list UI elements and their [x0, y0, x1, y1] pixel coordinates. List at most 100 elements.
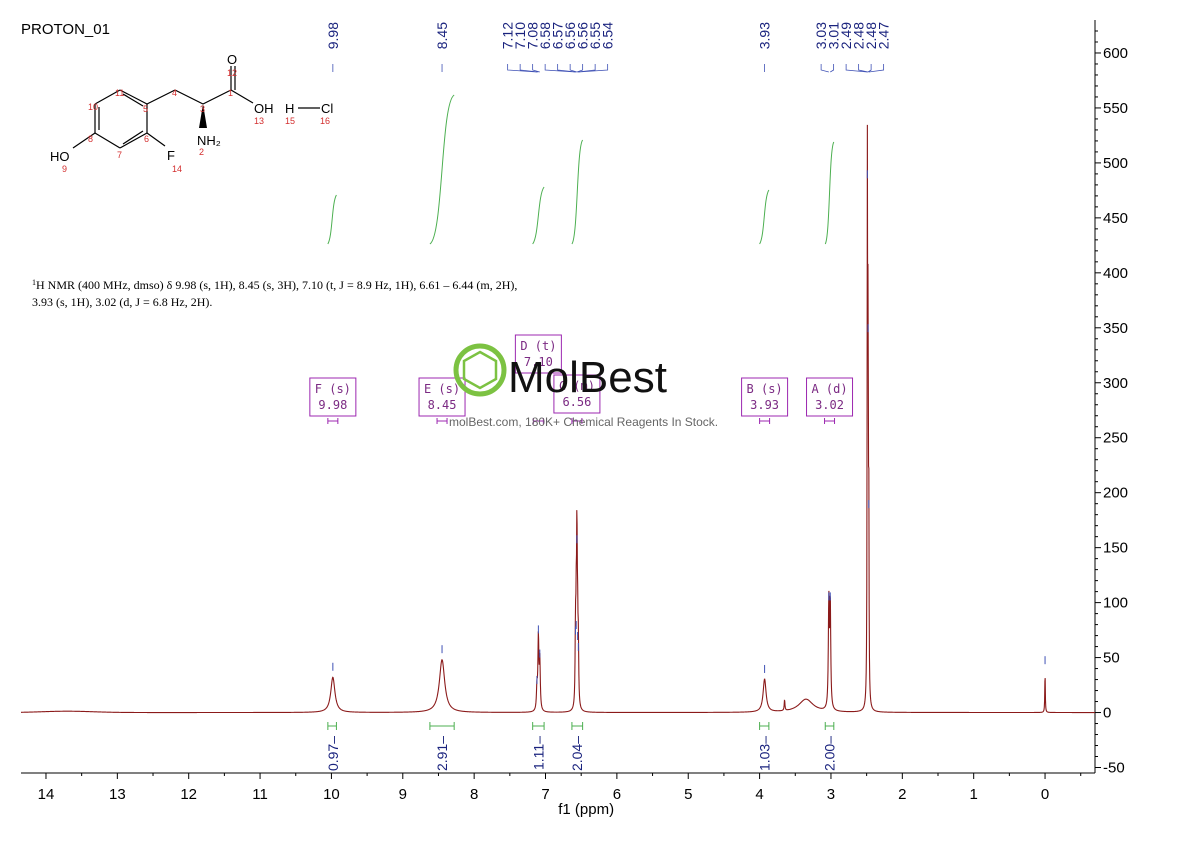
integral-value: 1.03–: [757, 736, 773, 771]
atom-num-15: 15: [285, 116, 295, 126]
atom-num-8: 8: [88, 134, 93, 144]
y-tick-label: 350: [1103, 320, 1128, 337]
multiplet-label: E (s): [424, 382, 460, 396]
y-tick-label: 250: [1103, 430, 1128, 447]
y-tick-label: 550: [1103, 100, 1128, 117]
atom-nh2: NH₂: [197, 133, 221, 148]
atom-num-9: 9: [62, 164, 67, 174]
multiplet-box: [418, 377, 466, 417]
multiplet-box: [806, 377, 854, 417]
multiplet-label: D (t): [520, 339, 556, 353]
peak-label: 2.48: [851, 22, 867, 49]
integral-value: 2.91–: [434, 736, 450, 771]
peak-label: 3.93: [757, 22, 773, 49]
integral-curve: [824, 141, 835, 245]
peak-label-leader: [576, 64, 584, 73]
peak-label-leader: [845, 64, 868, 73]
atom-num-6: 6: [144, 134, 149, 144]
peak-label: 6.56: [562, 22, 578, 49]
multiplet-boxes: F (s) 9.98 E (s) 8.45 D (t) 7.10 C (m) 6.56 B (s…: [309, 334, 854, 424]
peak-label-leader: [569, 64, 578, 73]
multiplet-label: A (d): [811, 382, 847, 396]
stereo-wedge-bond: [199, 104, 207, 128]
atom-ho: HO: [50, 149, 70, 164]
x-tick-label: 11: [252, 786, 268, 803]
atom-num-3: 3: [200, 104, 205, 114]
integral-value: 1.11–: [530, 736, 546, 770]
peak-label-leader: [868, 64, 885, 73]
peak-label: 6.58: [537, 22, 553, 49]
peak-label-leader: [867, 64, 872, 73]
x-tick-label: 4: [755, 786, 763, 803]
multiplet-box: [514, 334, 562, 374]
x-tick-label: 14: [38, 786, 55, 803]
x-tick-label: 8: [470, 786, 478, 803]
integral-curve: [571, 139, 584, 245]
peak-label: 6.54: [600, 22, 616, 49]
peak-label-leader: [578, 64, 609, 73]
multiplet-shift: 6.56: [562, 395, 591, 409]
nmr-description-line-1: 1H NMR (400 MHz, dmso) δ 9.98 (s, 1H), 8…: [32, 278, 517, 292]
integral-value: 2.00–: [822, 736, 838, 771]
y-tick-label: 50: [1103, 650, 1120, 667]
molbest-watermark: MolBest molBest.com, 180K+ Chemical Reag…: [449, 343, 718, 429]
y-tick-label: 400: [1103, 265, 1128, 282]
atom-num-16: 16: [320, 116, 330, 126]
multiplet-box: [309, 377, 357, 417]
integral-curves: [327, 94, 835, 245]
molecular-structure: [72, 66, 320, 149]
atom-num-11: 11: [115, 88, 124, 98]
peak-label-leader: [557, 64, 577, 73]
watermark-brand: MolBest: [508, 353, 667, 402]
atom-oh: OH: [254, 101, 274, 116]
axes: 14 13 12 11 10 9 8 7 6 5 4 3 2 1 0f1 (ppm)600550500450…: [21, 20, 1128, 818]
peak-label: 9.98: [325, 22, 341, 49]
y-tick-label: -50: [1103, 760, 1125, 777]
integral-curve: [532, 186, 545, 245]
peak-label-leader: [830, 64, 835, 73]
multiplet-shift: 3.02: [815, 398, 844, 412]
peak-label-leader: [858, 64, 869, 73]
x-tick-label: 12: [180, 786, 197, 803]
y-tick-label: 150: [1103, 540, 1128, 557]
x-tick-label: 10: [323, 786, 340, 803]
integral-curve: [759, 189, 770, 245]
peak-label: 2.48: [863, 22, 879, 49]
atom-num-1: 1: [228, 88, 233, 98]
peak-label-leader: [532, 64, 540, 73]
multiplet-shift: 3.93: [750, 398, 779, 412]
y-tick-label: 300: [1103, 375, 1128, 392]
peak-label: 2.47: [876, 22, 892, 49]
spectrum-line: [20, 124, 1095, 714]
atom-num-2: 2: [199, 147, 204, 157]
atom-num-10: 10: [88, 102, 98, 112]
x-tick-label: 2: [898, 786, 906, 803]
multiplet-label: B (s): [747, 382, 783, 396]
peak-label: 6.56: [575, 22, 591, 49]
integrals: 0.97– 2.91– 1.11– 2.04– 1.03– 2.00–: [325, 722, 838, 771]
peak-label: 6.55: [587, 22, 603, 49]
peak-label-leader: [519, 64, 539, 73]
peak-label: 7.10: [512, 22, 528, 49]
y-tick-label: 450: [1103, 210, 1128, 227]
peak-label: 3.03: [813, 22, 829, 49]
atom-f: F: [167, 148, 175, 163]
integral-value: 0.97–: [325, 736, 341, 771]
peak-label: 3.01: [826, 22, 842, 49]
peak-label: 7.08: [525, 22, 541, 49]
x-tick-label: 3: [827, 786, 835, 803]
peak-label-leader: [544, 64, 576, 73]
multiplet-box: [741, 377, 789, 417]
y-tick-label: 500: [1103, 155, 1128, 172]
integral-value: 2.04–: [569, 736, 585, 771]
spectrum-trace: [20, 124, 1095, 714]
x-axis-label: f1 (ppm): [558, 801, 614, 818]
multiplet-label: F (s): [315, 382, 351, 396]
integral-curve: [429, 94, 455, 245]
x-tick-label: 13: [109, 786, 126, 803]
atom-o-top: O: [227, 52, 237, 67]
atom-num-7: 7: [117, 150, 122, 160]
hexagon-logo-icon: [453, 343, 507, 397]
x-tick-label: 5: [684, 786, 692, 803]
